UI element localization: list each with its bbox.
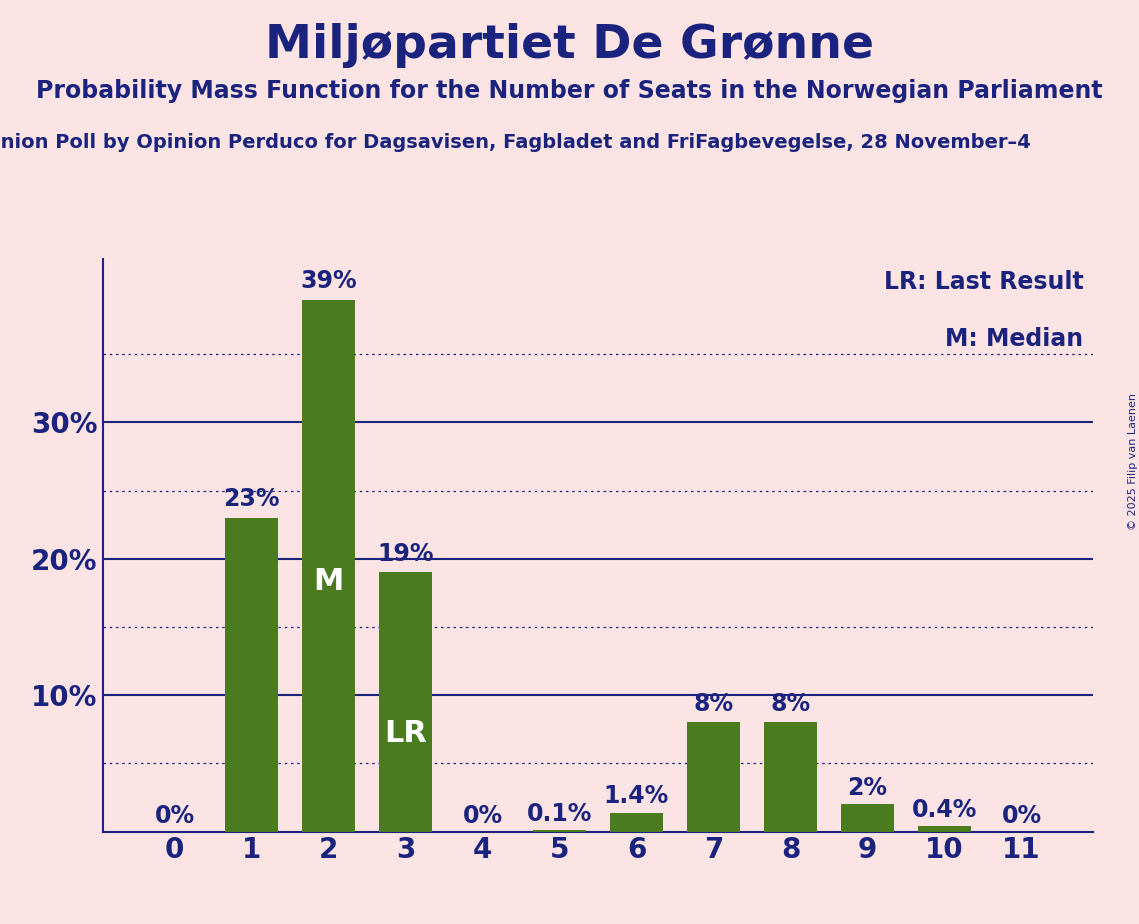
Text: 0.4%: 0.4%	[911, 798, 977, 822]
Text: Probability Mass Function for the Number of Seats in the Norwegian Parliament: Probability Mass Function for the Number…	[36, 79, 1103, 103]
Text: 0.1%: 0.1%	[527, 802, 592, 826]
Text: Miljøpartiet De Grønne: Miljøpartiet De Grønne	[265, 23, 874, 68]
Bar	[841, 804, 894, 832]
Text: M: Median: M: Median	[945, 327, 1083, 351]
Bar	[224, 517, 278, 832]
Text: 23%: 23%	[223, 487, 280, 511]
Bar	[687, 723, 740, 832]
Text: 0%: 0%	[462, 804, 502, 828]
Text: 0%: 0%	[1001, 804, 1041, 828]
Bar	[763, 723, 818, 832]
Bar	[609, 812, 663, 832]
Text: 39%: 39%	[301, 269, 357, 293]
Text: M: M	[313, 567, 344, 596]
Text: 8%: 8%	[770, 692, 811, 716]
Bar	[918, 826, 972, 832]
Text: 0%: 0%	[155, 804, 195, 828]
Text: inion Poll by Opinion Perduco for Dagsavisen, Fagbladet and FriFagbevegelse, 28 : inion Poll by Opinion Perduco for Dagsav…	[0, 133, 1031, 152]
Bar	[302, 299, 355, 832]
Bar	[378, 573, 433, 832]
Text: LR: LR	[384, 719, 427, 748]
Text: © 2025 Filip van Laenen: © 2025 Filip van Laenen	[1129, 394, 1138, 530]
Text: 19%: 19%	[377, 541, 434, 565]
Text: LR: Last Result: LR: Last Result	[884, 270, 1083, 294]
Text: 8%: 8%	[694, 692, 734, 716]
Bar	[533, 831, 587, 832]
Text: 1.4%: 1.4%	[604, 784, 669, 808]
Text: 2%: 2%	[847, 776, 887, 800]
